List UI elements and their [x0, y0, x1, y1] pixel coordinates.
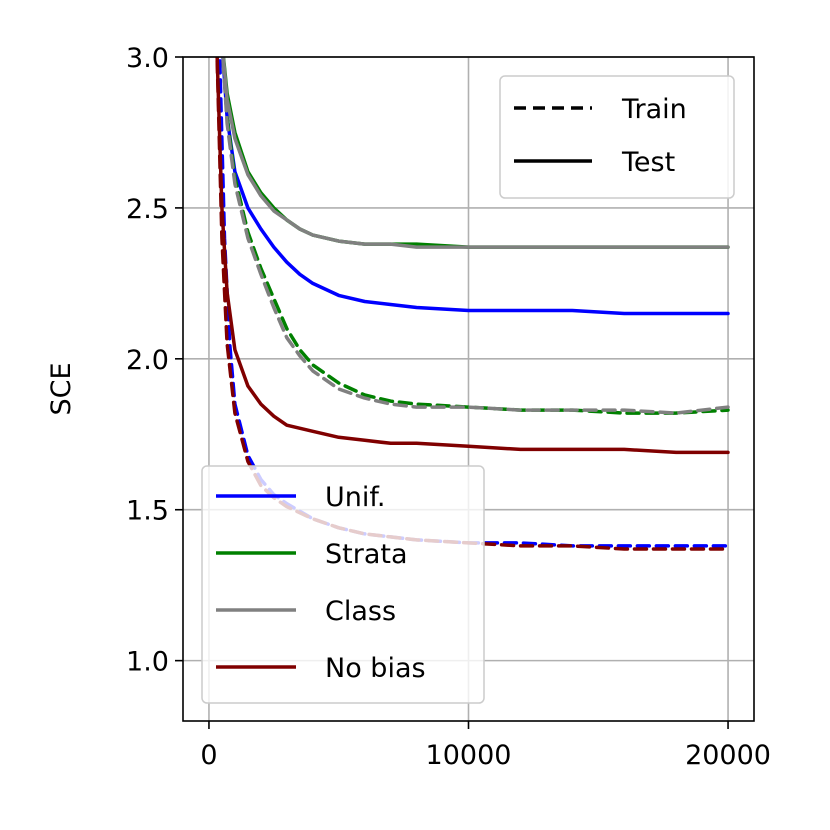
- legend-unif-label: Unif.: [325, 482, 386, 513]
- series-legend-box: [201, 465, 485, 704]
- legend-nobias-label: No bias: [325, 653, 426, 684]
- axis-ticks: 0 10000 20000 1.0 1.5 2.0 2.5 3.0: [126, 43, 771, 771]
- y-axis-label: SCE: [46, 362, 77, 415]
- y-tick-label: 2.5: [126, 194, 169, 225]
- x-tick-label: 20000: [685, 740, 771, 771]
- x-tick-label: 0: [200, 740, 217, 771]
- legend-class-label: Class: [325, 596, 396, 627]
- series-line-class-test: [221, 57, 730, 249]
- legend-strata-label: Strata: [325, 539, 408, 570]
- series-line-unif-test: [221, 57, 730, 316]
- y-tick-label: 2.0: [126, 345, 169, 376]
- y-tick-label: 3.0: [126, 43, 169, 74]
- series-line-class-train: [221, 57, 730, 415]
- legend-train-label: Train: [621, 94, 687, 125]
- style-legend: Train Test: [499, 75, 735, 199]
- legend-test-label: Test: [621, 147, 675, 178]
- series-line-no-bias-test: [215, 57, 730, 455]
- x-tick-label: 10000: [426, 740, 512, 771]
- y-tick-label: 1.5: [126, 496, 169, 527]
- series-legend: Unif. Strata Class No bias: [201, 465, 485, 704]
- style-legend-box: [499, 75, 735, 199]
- y-tick-label: 1.0: [126, 647, 169, 678]
